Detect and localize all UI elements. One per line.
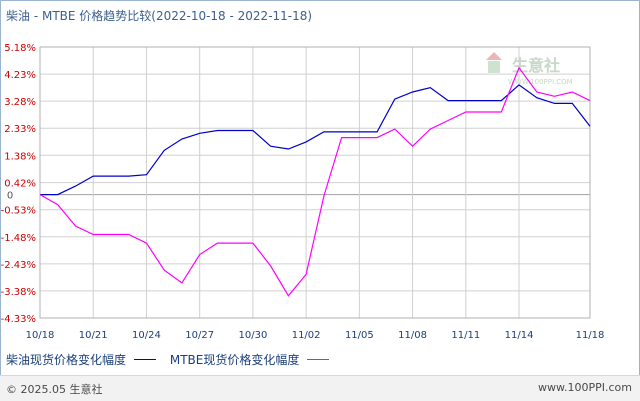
x-tick-label: 10/30	[238, 330, 267, 341]
chart-grid	[39, 46, 591, 319]
y-tick-label: 2.33%	[4, 124, 36, 135]
x-tick-label: 11/05	[345, 330, 374, 341]
x-axis: 10/18 10/21 10/24 10/27 10/30 11/02 11/05 11/08…	[26, 330, 605, 341]
y-zero-label: 0	[7, 191, 13, 202]
legend-line-series-1	[134, 359, 157, 360]
y-tick-label: 3.28%	[4, 97, 36, 108]
legend-label-series-1: 柴油现货价格变化幅度	[6, 353, 127, 367]
x-tick-label: 11/14	[505, 330, 534, 341]
y-tick-label: -4.33%	[1, 314, 36, 325]
y-tick-label: -2.43%	[1, 260, 36, 271]
y-tick-label: 5.18%	[4, 43, 36, 54]
x-tick-label: 10/27	[185, 330, 214, 341]
y-tick-label: 4.23%	[4, 70, 36, 81]
footer-copyright: © 2025.05 生意社	[6, 383, 103, 396]
watermark-text: 生意社	[512, 56, 560, 75]
watermark-house-shape	[488, 61, 500, 73]
footer-website-link[interactable]: www.100PPI.com	[538, 381, 632, 394]
legend-label-series-2: MTBE现货价格变化幅度	[169, 353, 300, 367]
x-tick-label: 10/24	[132, 330, 161, 341]
plot-area-border	[39, 46, 591, 319]
series-line-1	[40, 84, 591, 196]
watermark-logo: 生意社 WWW.100PPI.COM	[486, 52, 573, 86]
y-tick-label: -1.48%	[1, 233, 36, 244]
x-tick-label: 11/11	[451, 330, 480, 341]
watermark-url: WWW.100PPI.COM	[508, 78, 573, 86]
x-tick-label: 10/18	[26, 330, 55, 341]
series-line-2	[39, 66, 591, 297]
y-tick-label: 0.42%	[4, 179, 36, 190]
x-tick-label: 11/08	[398, 330, 427, 341]
footer-bar: © 2025.05 生意社 www.100PPI.com	[0, 375, 640, 401]
x-tick-label: 11/18	[576, 330, 605, 341]
watermark-roof-shape	[486, 52, 502, 60]
x-tick-label: 10/21	[79, 330, 108, 341]
x-tick-label: 11/02	[292, 330, 321, 341]
legend-item-series-2: MTBE现货价格变化幅度	[170, 351, 330, 368]
y-tick-label: -0.53%	[1, 206, 36, 217]
legend-line-series-2	[307, 359, 330, 360]
legend-item-series-1: 柴油现货价格变化幅度	[6, 351, 157, 368]
y-tick-label: 1.38%	[4, 151, 36, 162]
y-axis: 5.18% 4.23% 3.28% 2.33% 1.38% 0.42% -0.53% -1.4…	[1, 43, 36, 325]
y-tick-label: -3.38%	[1, 287, 36, 298]
chart-title: 柴油 - MTBE 价格趋势比较(2022-10-18 - 2022-11-18…	[6, 9, 313, 23]
series-lines	[39, 66, 591, 297]
chart-legend: 柴油现货价格变化幅度 MTBE现货价格变化幅度	[6, 351, 339, 368]
